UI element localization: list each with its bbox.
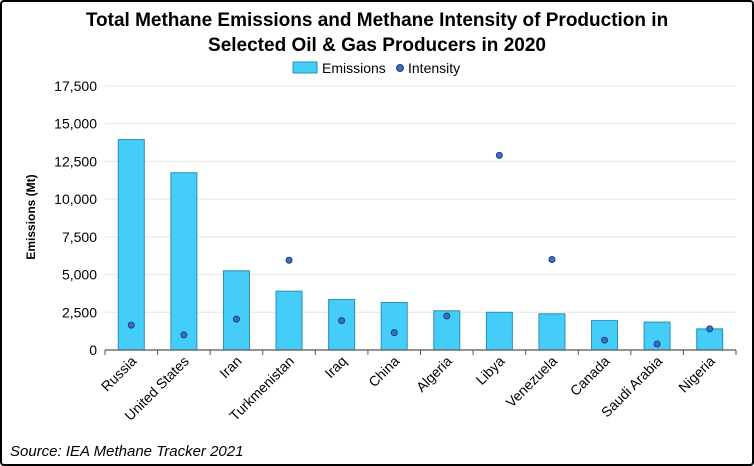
x-tick-label: Russia	[98, 353, 140, 395]
y-tick-label: 5,000	[62, 267, 97, 283]
y-tick-label: 2,500	[62, 304, 97, 320]
intensity-point-iraq	[338, 317, 346, 325]
bar-libya	[485, 311, 513, 351]
intensity-point-china	[390, 329, 398, 337]
legend-emissions-label: Emissions	[322, 60, 386, 76]
intensity-point-turkmenistan	[285, 256, 293, 264]
intensity-point-libya	[495, 151, 503, 159]
bar-united-states	[170, 172, 198, 351]
legend-intensity-marker	[396, 64, 404, 72]
bar-iran	[222, 270, 250, 351]
y-tick-label: 7,500	[62, 229, 97, 245]
intensity-point-canada	[601, 336, 609, 344]
chart-title-line-1: Total Methane Emissions and Methane Inte…	[86, 10, 668, 31]
x-tick-label: Nigeria	[675, 353, 718, 396]
x-tick-label: Algeria	[413, 353, 455, 395]
legend-emissions-swatch	[292, 61, 318, 74]
bar-russia	[117, 139, 145, 351]
x-tick-label: Iraq	[321, 353, 349, 381]
y-tick-label: 15,000	[54, 116, 97, 132]
intensity-point-united-states	[180, 331, 188, 339]
bar-venezuela	[538, 313, 566, 351]
x-tick-label: Venezuela	[503, 353, 561, 411]
intensity-point-algeria	[443, 312, 451, 320]
x-tick-label: Iran	[216, 353, 244, 381]
intensity-point-venezuela	[548, 255, 556, 263]
x-tick-label: China	[365, 353, 402, 390]
bar-turkmenistan	[275, 290, 303, 351]
y-tick-label: 17,500	[54, 78, 97, 94]
intensity-point-saudi-arabia	[653, 340, 661, 348]
chart-title-line-2: Selected Oil & Gas Producers in 2020	[208, 35, 546, 56]
bar-canada	[591, 320, 619, 351]
intensity-point-nigeria	[706, 325, 714, 333]
y-tick-label: 10,000	[54, 191, 97, 207]
x-tick-label: Libya	[473, 353, 508, 388]
intensity-point-iran	[232, 315, 240, 323]
y-axis-label: Emissions (Mt)	[24, 174, 38, 259]
source-note: Source: IEA Methane Tracker 2021	[10, 443, 243, 460]
intensity-point-russia	[127, 321, 135, 329]
bar-iraq	[328, 298, 356, 351]
legend: Emissions Intensity	[292, 60, 460, 76]
x-tick-label: Canada	[567, 353, 613, 399]
y-tick-label: 0	[89, 342, 97, 358]
y-tick-label: 12,500	[54, 153, 97, 169]
bar-china	[380, 301, 408, 351]
legend-intensity-label: Intensity	[408, 60, 460, 76]
